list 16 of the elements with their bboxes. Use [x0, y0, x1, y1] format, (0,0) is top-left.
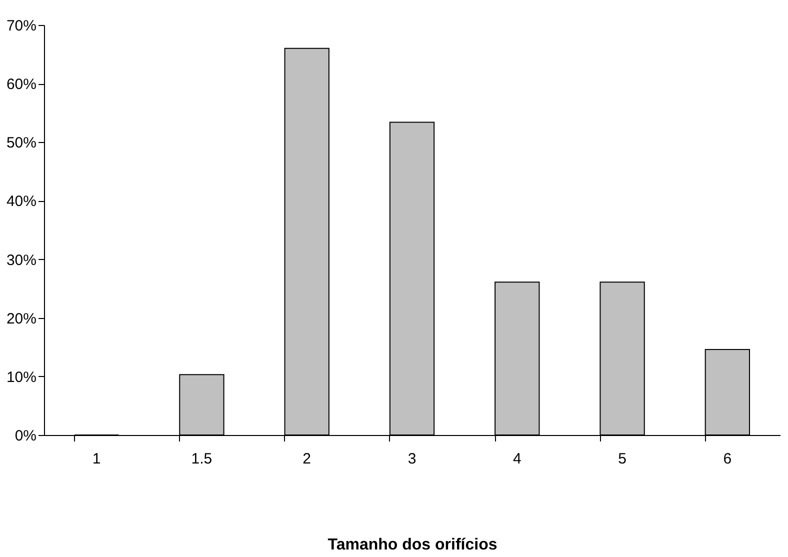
y-tick-label: 60%	[6, 76, 36, 94]
y-tick-label: 30%	[6, 252, 36, 269]
y-tick-label: 20%	[6, 310, 36, 328]
x-tick-label: 6	[723, 450, 732, 468]
x-tick-label: 4	[512, 450, 522, 468]
y-tick-label: 0%	[14, 428, 36, 444]
y-tick-label: 50%	[6, 134, 36, 152]
x-axis-title: Tamanho dos orifícios	[328, 536, 498, 554]
y-tick-label: 70%	[6, 18, 36, 34]
x-tick-label: 2	[302, 450, 312, 468]
x-tick-label: 1.5	[191, 450, 212, 468]
y-tick-label: 40%	[6, 193, 36, 210]
x-tick-label: 3	[408, 450, 416, 468]
y-tick-label: 10%	[6, 368, 36, 386]
x-tick-label: 5	[618, 450, 626, 468]
x-tick-label: 1	[92, 450, 101, 468]
